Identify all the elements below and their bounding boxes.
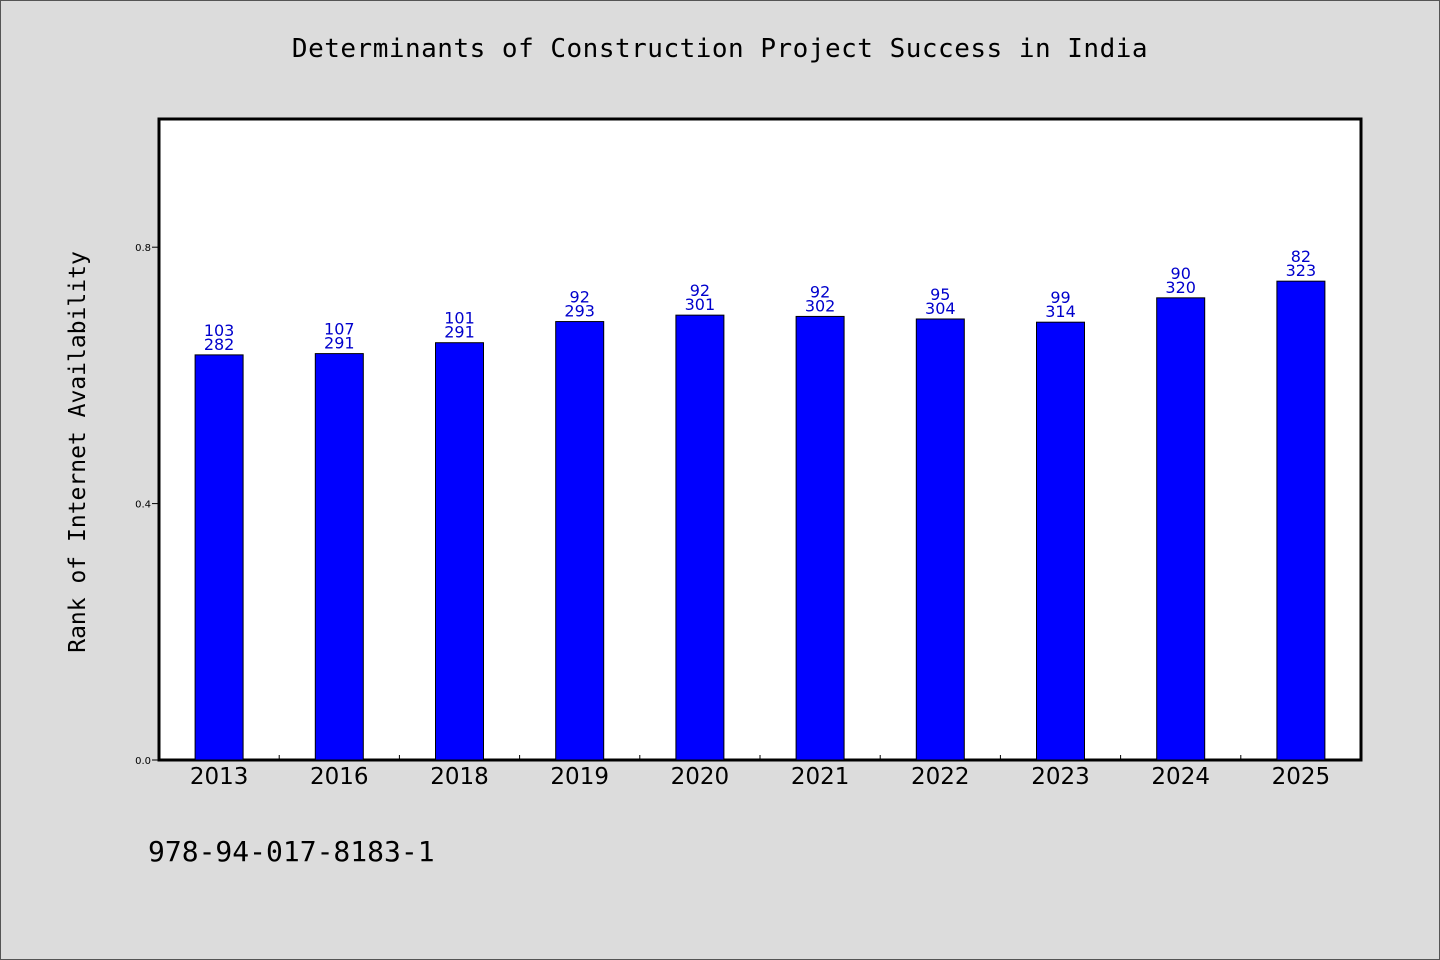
bar [1036,321,1085,761]
bar [675,314,725,761]
bar [555,321,605,761]
x-tick-label: 2018 [430,764,489,790]
x-tick-label: 2016 [310,764,369,790]
bar-value-label-bottom: 323 [1286,261,1317,280]
bar-value-label-top: 92 [810,282,830,301]
bar-value-label-top: 82 [1291,247,1311,266]
y-tick-label: 0.8 [135,243,151,254]
bar-value-label-top: 90 [1171,264,1191,283]
bar [1276,280,1326,761]
y-tick-label: 0.0 [135,756,151,767]
bar [915,318,965,761]
bar-value-label-bottom: 282 [204,335,235,354]
bar-value-label-top: 95 [930,285,950,304]
chart-title: Determinants of Construction Project Suc… [291,34,1149,64]
x-tick-label: 2021 [791,764,850,790]
bar-value-label-bottom: 302 [805,296,836,315]
x-tick-label: 2020 [671,764,730,790]
bar-value-label-top: 107 [324,320,355,339]
bar-value-label-top: 103 [204,321,235,340]
bar-value-label-bottom: 291 [444,323,475,342]
bar-value-label-bottom: 304 [925,299,956,318]
x-axis: 2013 2016 2018 2019 2020 2021 2022 2023 2024 2025 [190,755,1330,790]
x-tick-label: 2023 [1031,764,1090,790]
bar-value-label-bottom: 301 [685,295,716,314]
bar [194,354,244,761]
book-identifier: 978-94-017-8183-1 [148,835,435,868]
bar-value-label-top: 92 [570,288,590,307]
x-tick-label: 2025 [1272,764,1331,790]
bar-value-label-bottom: 291 [324,334,355,353]
x-tick-label: 2019 [550,764,609,790]
bar [314,353,364,761]
bar-value-label-bottom: 314 [1045,302,1076,321]
bar-value-label-bottom: 320 [1165,278,1196,297]
y-tick-label: 0.4 [135,500,151,511]
bar-value-label-top: 101 [444,309,475,328]
bar [435,342,484,761]
bar [795,315,845,761]
bar-value-label-top: 92 [690,281,710,300]
bar-value-label-top: 99 [1050,288,1070,307]
y-axis-label: Rank of Internet Availability [65,251,91,653]
x-tick-label: 2024 [1151,764,1210,790]
bars-group [194,280,1326,761]
bar-value-label-bottom: 293 [564,302,595,321]
x-tick-label: 2013 [190,764,249,790]
bar [1156,297,1206,761]
y-axis: 0.0 0.4 0.8 [135,243,159,767]
x-tick-label: 2022 [911,764,970,790]
